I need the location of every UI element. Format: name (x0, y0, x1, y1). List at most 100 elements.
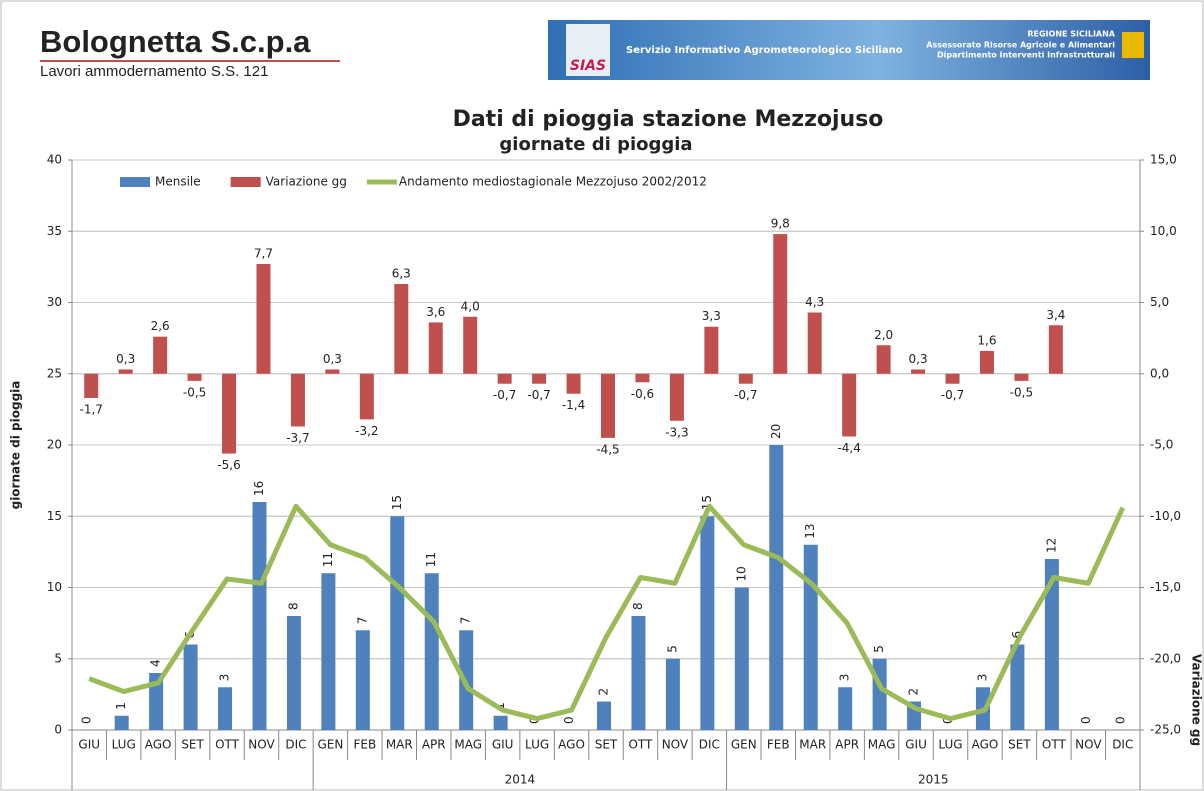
bar (773, 234, 787, 374)
data-label: 2,6 (151, 319, 170, 333)
bar (635, 374, 649, 383)
chart-subtitle: giornate di pioggia (499, 134, 692, 155)
page: Bolognetta S.c.p.a Lavori ammodernamento… (0, 0, 1204, 791)
bar (980, 351, 994, 374)
banner-dept2: Dipartimento Interventi Infrastrutturali (937, 51, 1115, 60)
data-label: -4,5 (596, 442, 619, 456)
bar (184, 645, 198, 731)
data-label: 0,3 (909, 352, 928, 366)
y-tick-label: 0 (54, 723, 62, 737)
data-label: 7,7 (254, 247, 273, 261)
bar (631, 616, 645, 730)
bar (666, 659, 680, 730)
y2-tick-label: -25,0 (1150, 723, 1181, 737)
line (89, 506, 1123, 718)
data-label: 2,0 (874, 328, 893, 342)
y-tick-label: 5 (54, 651, 62, 665)
bar (670, 374, 684, 421)
y2-tick-label: -20,0 (1150, 651, 1181, 665)
data-label: 13 (803, 523, 817, 538)
data-label: 10 (734, 566, 748, 581)
y-tick-label: 35 (47, 224, 62, 238)
bar (1049, 325, 1063, 373)
data-label: 11 (424, 552, 438, 567)
bar (567, 374, 581, 394)
data-label: -3,3 (665, 425, 688, 439)
banner-service: Servizio Informativo Agrometeorologico S… (626, 45, 903, 56)
x-tick-label: OTT (215, 738, 240, 752)
x-tick-label: AGO (145, 738, 172, 752)
bar (739, 374, 753, 384)
x-tick-label: DIC (699, 738, 720, 752)
data-label: 9,8 (771, 217, 790, 231)
data-label: 0,3 (323, 352, 342, 366)
bar (287, 616, 301, 730)
data-label: -5,6 (217, 458, 240, 472)
data-label: 3 (218, 674, 232, 682)
bar (873, 659, 887, 730)
x-tick-label: MAR (799, 738, 826, 752)
bar (838, 687, 852, 730)
bar (597, 702, 611, 731)
bar (911, 369, 925, 373)
y-tick-label: 10 (47, 580, 62, 594)
data-label: 0 (1079, 716, 1093, 724)
y2-axis-title: Variazione gg (1190, 654, 1204, 746)
data-label: -0,7 (527, 388, 550, 402)
bar (425, 573, 439, 730)
data-label: 3,4 (1046, 308, 1065, 322)
x-tick-label: AGO (558, 738, 585, 752)
data-label: 20 (769, 424, 783, 439)
data-label: 3 (975, 674, 989, 682)
data-label: 1 (114, 702, 128, 710)
bar (463, 317, 477, 374)
x-tick-label: FEB (353, 738, 376, 752)
x-tick-label: FEB (767, 738, 790, 752)
bar (532, 374, 546, 384)
x-tick-label: NOV (662, 738, 689, 752)
banner-dept1: Assessorato Risorse Agricole e Alimentar… (926, 41, 1115, 50)
data-label: 4,3 (805, 295, 824, 309)
bar (321, 573, 335, 730)
data-label: 8 (631, 602, 645, 610)
bar (429, 322, 443, 373)
data-label: -0,5 (1010, 385, 1033, 399)
data-label: 3,3 (702, 309, 721, 323)
bar (394, 284, 408, 374)
x-tick-label: GEN (317, 738, 343, 752)
x-tick-label: LUG (525, 738, 549, 752)
x-tick-label: DIC (285, 738, 306, 752)
x-tick-label: GIU (78, 738, 100, 752)
bar (325, 369, 339, 373)
x-tick-label: GEN (731, 738, 757, 752)
bar (494, 716, 508, 730)
data-label: 6,3 (392, 266, 411, 280)
x-tick-label: LUG (938, 738, 962, 752)
y-tick-label: 25 (47, 366, 62, 380)
x-tick-label: GIU (905, 738, 927, 752)
y-tick-label: 40 (47, 153, 62, 167)
data-label: 3 (838, 674, 852, 682)
data-label: 0 (80, 716, 94, 724)
y2-tick-label: -10,0 (1150, 509, 1181, 523)
x-tick-label: MAR (386, 738, 413, 752)
data-label: 3,6 (426, 305, 445, 319)
x-tick-label: NOV (248, 738, 275, 752)
data-label: 5 (872, 645, 886, 653)
x-tick-label: MAG (454, 738, 482, 752)
bar (808, 312, 822, 373)
bar (735, 588, 749, 731)
y2-tick-label: 0,0 (1150, 366, 1169, 380)
bar (356, 630, 370, 730)
x-tick-label: LUG (112, 738, 136, 752)
data-label: 2 (597, 688, 611, 696)
bar (153, 337, 167, 374)
legend-label: Variazione gg (266, 175, 347, 189)
bar (1014, 374, 1028, 381)
y2-tick-label: 5,0 (1150, 295, 1169, 309)
bar (498, 374, 512, 384)
y2-tick-label: -15,0 (1150, 580, 1181, 594)
bar (946, 374, 960, 384)
bar (84, 374, 98, 398)
bar (390, 516, 404, 730)
